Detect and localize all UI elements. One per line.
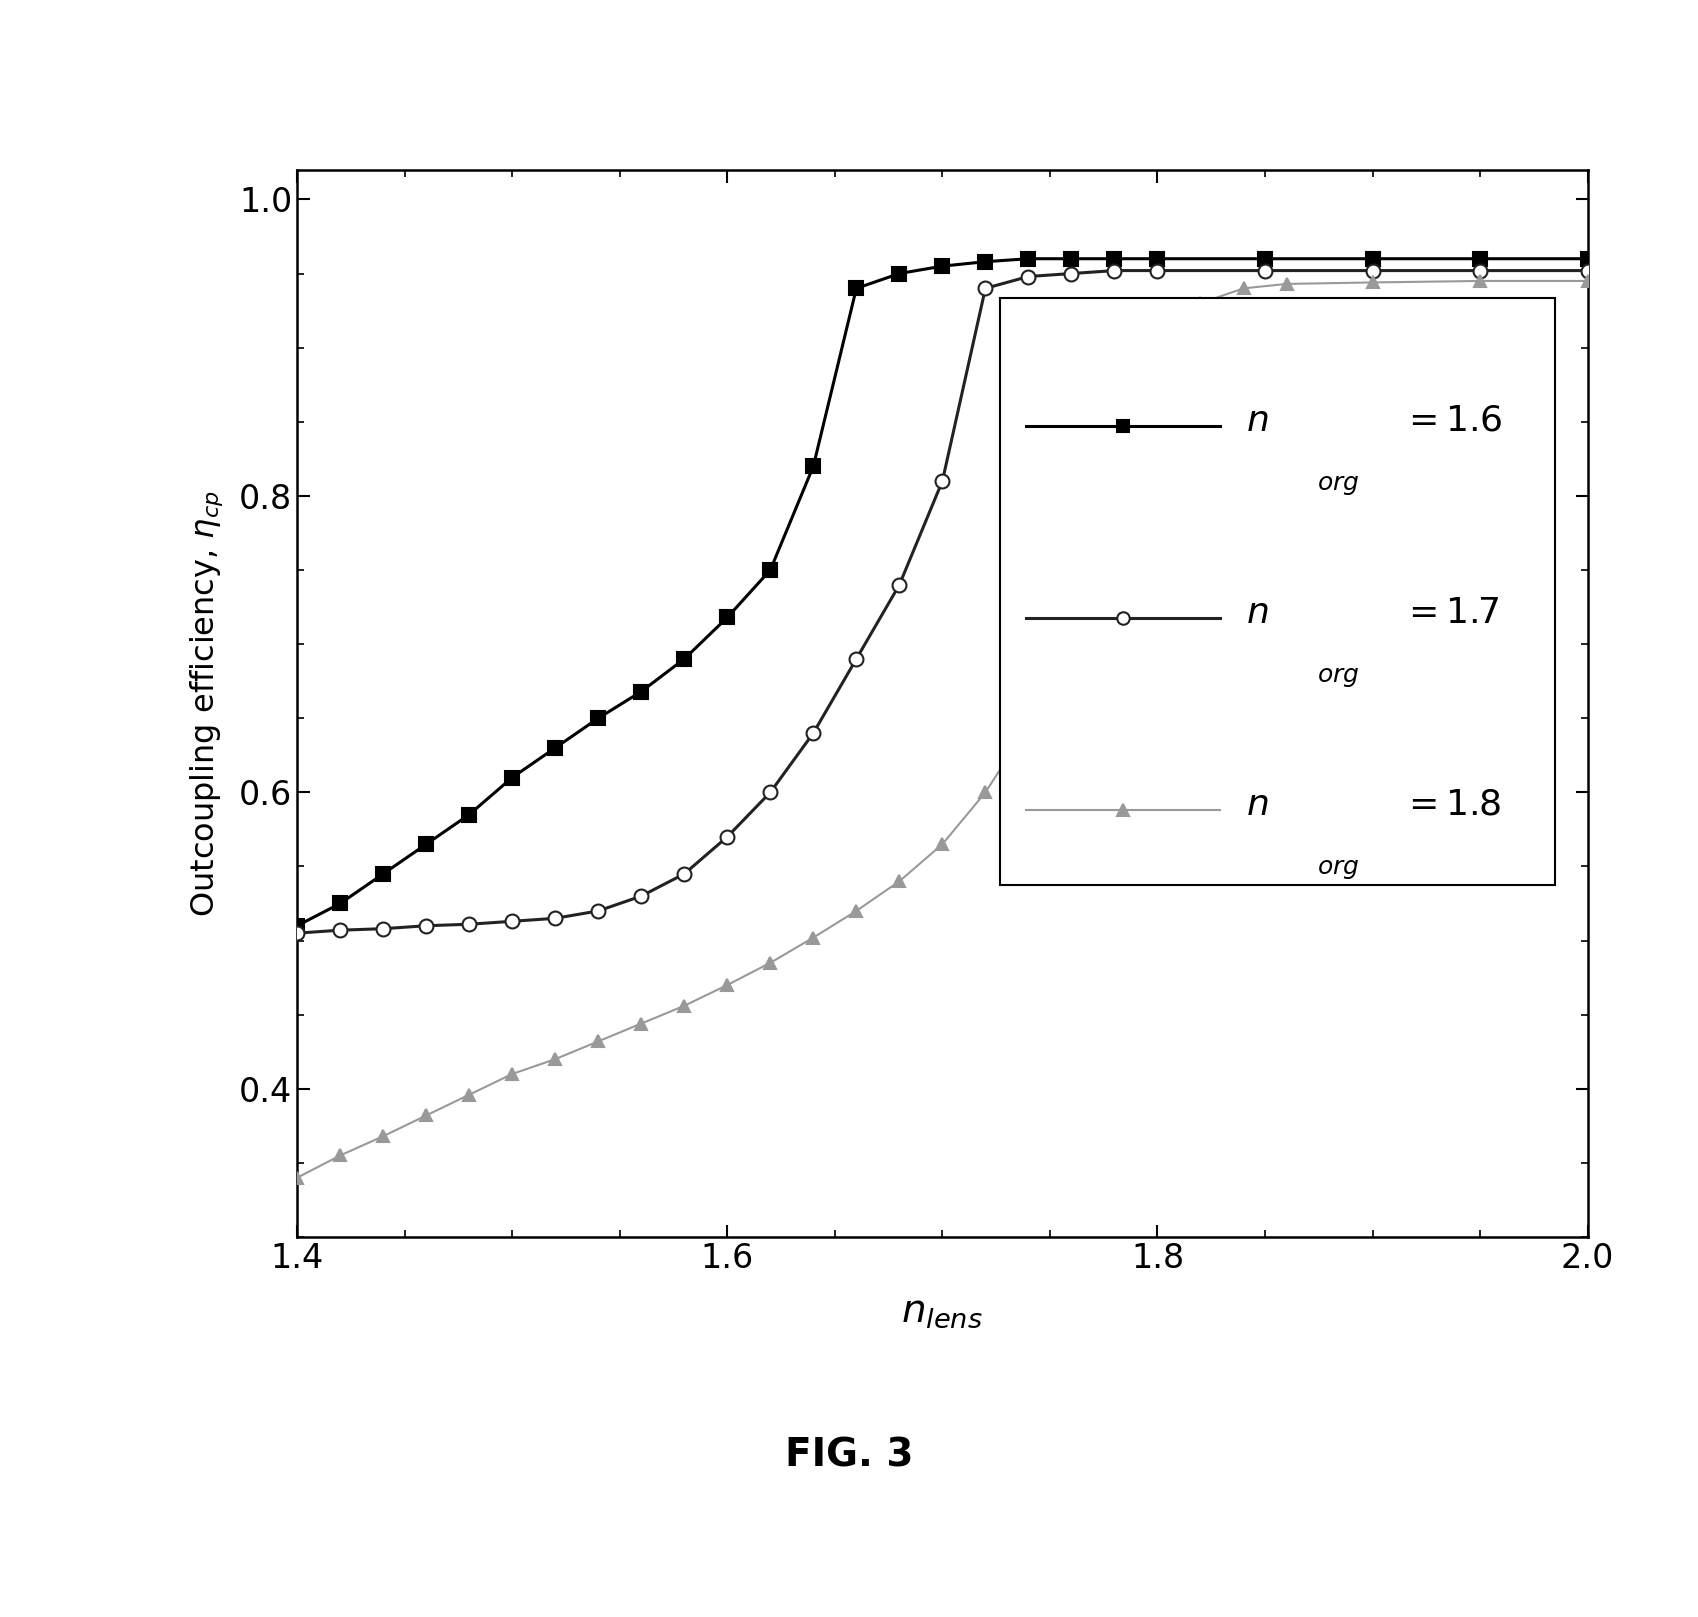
X-axis label: $n_{\mathit{lens}}$: $n_{\mathit{lens}}$ bbox=[902, 1292, 983, 1329]
Text: $n$: $n$ bbox=[1246, 787, 1268, 821]
Text: $n$: $n$ bbox=[1246, 595, 1268, 629]
Text: $\mathit{org}$: $\mathit{org}$ bbox=[1316, 857, 1358, 881]
Text: $\mathit{org}$: $\mathit{org}$ bbox=[1316, 665, 1358, 689]
Text: $= $1.8: $= $1.8 bbox=[1401, 787, 1501, 821]
Text: $n$: $n$ bbox=[1246, 404, 1268, 438]
FancyBboxPatch shape bbox=[1000, 298, 1555, 884]
Y-axis label: Outcoupling efficiency, $\eta_{\mathit{cp}}$: Outcoupling efficiency, $\eta_{\mathit{c… bbox=[188, 490, 226, 917]
Text: $= $1.6: $= $1.6 bbox=[1401, 404, 1503, 438]
Text: FIG. 3: FIG. 3 bbox=[784, 1436, 914, 1475]
Text: $= $1.7: $= $1.7 bbox=[1401, 595, 1498, 629]
Text: $\mathit{org}$: $\mathit{org}$ bbox=[1316, 472, 1358, 496]
